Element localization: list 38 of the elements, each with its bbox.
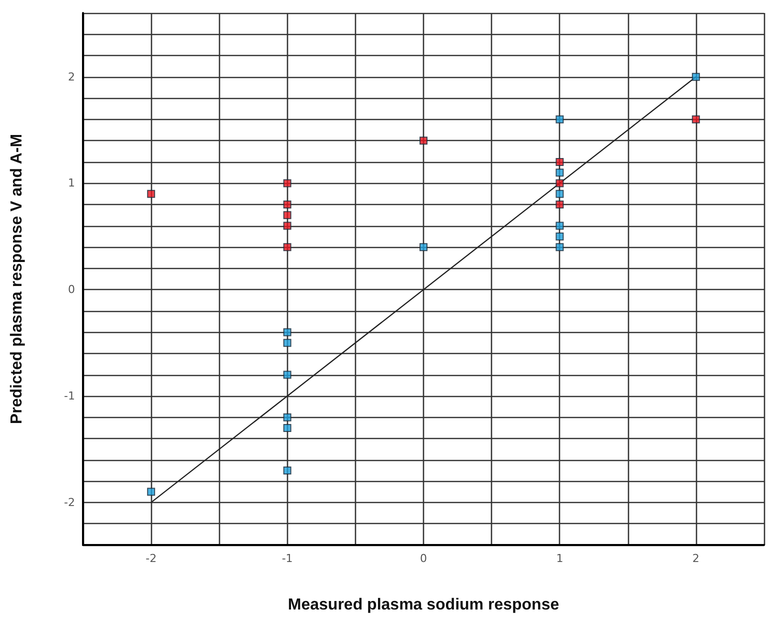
point bbox=[692, 115, 700, 124]
point bbox=[556, 222, 564, 230]
point bbox=[283, 338, 292, 347]
point bbox=[556, 243, 564, 252]
point bbox=[147, 190, 156, 198]
point bbox=[283, 328, 292, 336]
point bbox=[283, 243, 292, 252]
y-tick-label: 1 bbox=[68, 176, 75, 190]
point bbox=[556, 158, 564, 166]
point bbox=[283, 424, 292, 432]
point bbox=[556, 115, 564, 124]
point bbox=[556, 168, 564, 177]
point bbox=[556, 190, 564, 198]
point bbox=[556, 232, 564, 240]
x-tick-label: 0 bbox=[420, 552, 427, 565]
x-tick-label: -2 bbox=[146, 552, 157, 565]
y-tick-label: -1 bbox=[64, 390, 75, 403]
point bbox=[283, 211, 292, 220]
y-tick-label: 0 bbox=[68, 283, 75, 296]
point bbox=[283, 200, 292, 209]
point bbox=[283, 370, 292, 379]
point bbox=[420, 243, 428, 252]
point bbox=[283, 179, 292, 188]
point bbox=[283, 466, 292, 475]
y-axis-title: Predicted plasma response V and A-M bbox=[8, 134, 26, 424]
y-tick-label: -2 bbox=[64, 496, 75, 509]
point bbox=[147, 488, 156, 496]
point bbox=[556, 179, 564, 188]
point bbox=[283, 413, 292, 422]
point bbox=[692, 72, 700, 81]
point bbox=[420, 136, 428, 145]
x-tick-label: 1 bbox=[556, 552, 564, 565]
point bbox=[556, 200, 564, 209]
x-tick-label: -1 bbox=[282, 552, 293, 565]
point bbox=[283, 222, 292, 230]
x-tick-label: 2 bbox=[692, 552, 700, 565]
x-axis-title: Measured plasma sodium response bbox=[288, 596, 560, 614]
y-tick-label: 2 bbox=[68, 70, 75, 84]
